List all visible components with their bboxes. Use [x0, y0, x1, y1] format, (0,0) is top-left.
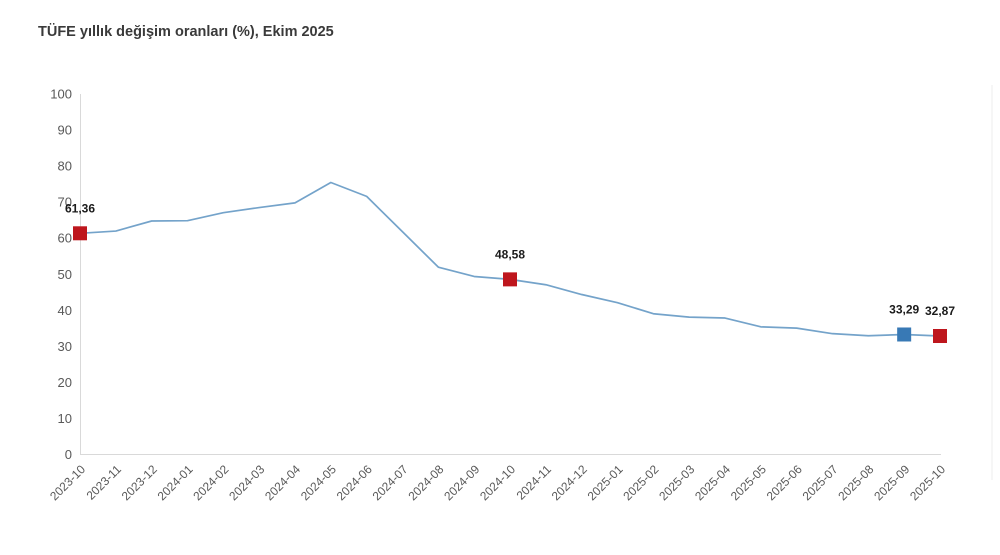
x-axis-tick-label: 2024-10 [477, 462, 518, 503]
data-point-marker-2025-10 [933, 329, 947, 344]
x-axis-tick-label: 2023-11 [84, 462, 125, 503]
x-axis-tick-label: 2024-05 [298, 462, 339, 503]
x-axis-tick-label: 2025-02 [620, 462, 661, 503]
chart-title: TÜFE yıllık değişim oranları (%), Ekim 2… [38, 24, 334, 40]
y-axis-tick-label: 0 [65, 447, 72, 462]
x-axis-tick-label: 2024-03 [226, 462, 267, 503]
y-axis-tick-label: 20 [58, 375, 72, 390]
x-axis-tick-label: 2025-05 [728, 462, 769, 503]
y-axis-tick-label: 70 [58, 195, 72, 210]
x-axis-tick-label: 2025-03 [656, 462, 697, 503]
y-axis-tick-label: 100 [50, 87, 72, 102]
x-axis-tick-label: 2025-08 [835, 462, 876, 503]
x-axis-tick-label: 2025-01 [585, 462, 626, 503]
x-axis-tick-label: 2024-06 [334, 462, 375, 503]
data-point-marker-2025-09 [897, 327, 912, 342]
x-axis-tick-label: 2023-10 [47, 462, 88, 503]
data-label-2025-10: 32,87 [925, 304, 955, 318]
y-axis-tick-label: 50 [58, 267, 72, 282]
x-axis-tick-label: 2025-07 [800, 462, 841, 503]
x-axis-tick-label: 2024-11 [514, 462, 555, 503]
y-axis-tick-label: 90 [58, 123, 72, 138]
x-axis-tick-label: 2024-01 [155, 462, 196, 503]
y-axis-tick-label: 60 [58, 231, 72, 246]
data-label-2024-10: 48,58 [495, 247, 525, 261]
x-axis-tick-label: 2024-12 [549, 462, 590, 503]
y-axis-tick-label: 80 [58, 159, 72, 174]
x-axis-tick-label: 2023-12 [119, 462, 160, 503]
x-axis-tick-label: 2025-06 [764, 462, 805, 503]
y-axis-tick-label: 40 [58, 303, 72, 318]
x-axis-tick-label: 2024-08 [405, 462, 446, 503]
y-axis-tick-label: 10 [58, 411, 72, 426]
x-axis-tick-label: 2024-04 [262, 462, 303, 503]
x-axis-tick-label: 2025-09 [871, 462, 912, 503]
data-label-2025-09: 33,29 [889, 302, 919, 316]
y-axis-tick-label: 30 [58, 339, 72, 354]
data-point-marker-2023-10 [73, 226, 87, 241]
x-axis-tick-label: 2025-10 [907, 462, 948, 503]
data-point-marker-2024-10 [503, 272, 517, 287]
x-axis-tick-label: 2025-04 [692, 462, 733, 503]
data-label-2023-10: 61,36 [65, 201, 95, 215]
x-axis-tick-label: 2024-02 [190, 462, 231, 503]
x-axis-tick-label: 2024-09 [441, 462, 482, 503]
x-axis-tick-label: 2024-07 [370, 462, 411, 503]
